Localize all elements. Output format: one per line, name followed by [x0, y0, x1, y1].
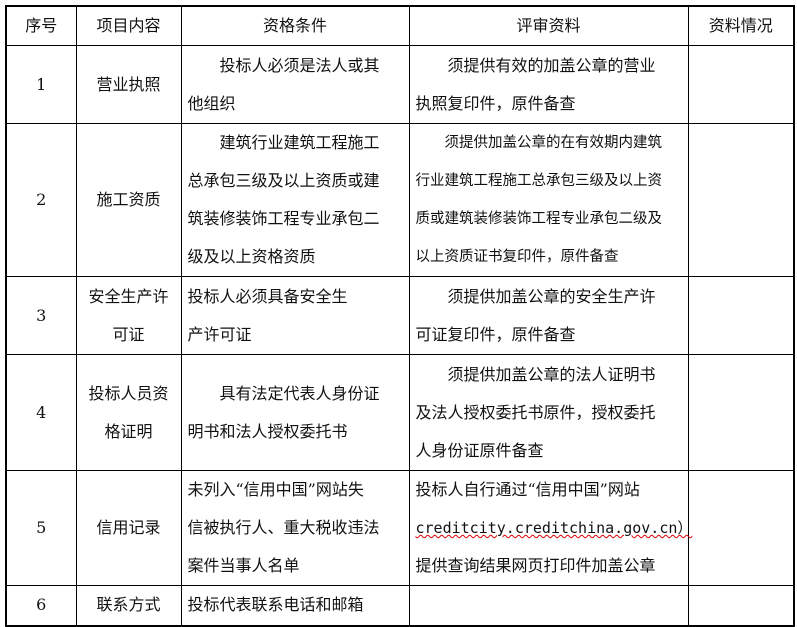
table-row: 5 信用记录 未列入“信用中国”网站失 信被执行人、重大税收违法 案件当事人名单 投标人自… — [5, 470, 795, 586]
cell-no: 4 — [5, 354, 77, 471]
table-row: 2 施工资质 建筑行业建筑工程施工 总承包三级及以上资质或建 筑装修装饰工程专业承包二级… — [5, 123, 795, 277]
cell-item: 投标人员资 格证明 — [75, 354, 182, 471]
cell-line: 可证 — [112, 324, 145, 344]
cell-line: 建筑行业建筑工程施工 — [219, 133, 380, 152]
cell-no: 6 — [5, 585, 77, 626]
cell-no: 1 — [5, 45, 77, 124]
cell-line: 质或建筑装修装饰工程专业承包二级及 — [415, 211, 663, 227]
header-review: 评审资料 — [408, 5, 689, 46]
cell-no: 2 — [5, 123, 77, 277]
cell-line: 投标代表联系电话和邮箱 — [187, 595, 364, 615]
cell-status — [687, 354, 795, 471]
table-row: 6 联系方式 投标代表联系电话和邮箱 — [5, 585, 795, 626]
cell-item: 安全生产许 可证 — [75, 276, 182, 355]
cell-line: 信用记录 — [96, 518, 161, 537]
cell-line: 信被执行人、重大税收违法 — [187, 518, 380, 537]
cell-line: 筑装修装饰工程专业承包二 — [187, 209, 380, 228]
cell-line: 行业建筑工程施工总承包三级及以上资 — [415, 173, 663, 189]
cell-line: 营业执照 — [96, 74, 161, 94]
cell-status — [687, 45, 795, 124]
cell-line: 具有法定代表人身份证 — [219, 383, 380, 403]
cell-condition: 投标人必须是法人或其他组织 — [180, 45, 410, 124]
cell-line: 以上资质证书复印件，原件备查 — [415, 249, 619, 265]
cell-status — [687, 276, 795, 355]
cell-condition: 具有法定代表人身份证明书和法人授权委托书 — [180, 354, 410, 471]
cell-line: 须提供加盖公章的安全生产许 — [447, 286, 656, 306]
cell-line: 施工资质 — [96, 190, 161, 209]
cell-condition: 投标人必须具备安全生 产许可证 — [180, 276, 410, 355]
header-no: 序号 — [5, 5, 77, 46]
cell-line: creditcity.creditchina.gov.cn） — [415, 519, 693, 537]
cell-line: 投标人必须是法人或其 — [219, 55, 380, 75]
cell-line: 格证明 — [104, 421, 153, 441]
cell-line: 可证复印件，原件备查 — [415, 324, 576, 344]
cell-condition: 投标代表联系电话和邮箱 — [180, 585, 410, 626]
cell-line: 提供查询结果网页打印件加盖公章 — [415, 556, 656, 575]
cell-line: 人身份证原件备查 — [415, 440, 544, 460]
cell-line: 投标人必须具备安全生 — [187, 286, 348, 306]
header-condition: 资格条件 — [180, 5, 410, 46]
cell-no: 5 — [5, 470, 77, 586]
cell-line: 须提供加盖公章的法人证明书 — [447, 364, 656, 384]
cell-review: 须提供加盖公章的安全生产许可证复印件，原件备查 — [408, 276, 689, 355]
cell-status — [687, 585, 795, 626]
cell-line: 投标人员资 — [88, 383, 169, 403]
cell-line: 总承包三级及以上资质或建 — [187, 171, 380, 190]
cell-line: 未列入“信用中国”网站失 — [187, 480, 364, 499]
cell-status — [687, 470, 795, 586]
cell-line: 安全生产许 — [88, 286, 169, 306]
cell-review: 须提供加盖公章的在有效期内建筑行业建筑工程施工总承包三级及以上资 质或建筑装修装饰… — [408, 123, 689, 277]
cell-review: 须提供加盖公章的法人证明书及法人授权委托书原件，授权委托 人身份证原件备查 — [408, 354, 689, 471]
cell-no: 3 — [5, 276, 77, 355]
header-status: 资料情况 — [687, 5, 795, 46]
cell-line: 须提供有效的加盖公章的营业 — [447, 55, 656, 75]
cell-review: 须提供有效的加盖公章的营业执照复印件，原件备查 — [408, 45, 689, 124]
qualification-table: 序号 项目内容 资格条件 评审资料 资料情况 1 营业执照 投标人必须是法人或其 他组… — [5, 5, 795, 627]
cell-line: 级及以上资格资质 — [187, 247, 316, 266]
cell-review: 投标人自行通过“信用中国”网站 creditcity.creditchina.go… — [408, 470, 693, 586]
cell-item: 施工资质 — [75, 123, 182, 277]
cell-status — [687, 123, 795, 277]
cell-item: 信用记录 — [75, 470, 182, 586]
table-row: 4 投标人员资 格证明 具有法定代表人身份证 明书和法人授权委托书 须提供加盖公章的法人证… — [5, 354, 795, 471]
cell-line: 联系方式 — [96, 595, 161, 615]
cell-line: 产许可证 — [187, 324, 252, 344]
header-row: 序号 项目内容 资格条件 评审资料 资料情况 — [5, 5, 795, 46]
cell-review — [408, 585, 689, 626]
cell-condition: 建筑行业建筑工程施工总承包三级及以上资质或建 筑装修装饰工程专业承包二 级及以上资格… — [180, 123, 410, 277]
header-item: 项目内容 — [75, 5, 182, 46]
cell-line: 投标人自行通过“信用中国”网站 — [415, 480, 640, 499]
cell-line: 明书和法人授权委托书 — [187, 421, 348, 441]
table-row: 1 营业执照 投标人必须是法人或其 他组织 须提供有效的加盖公章的营业 执照复印件，原件备… — [5, 45, 795, 124]
cell-item: 联系方式 — [75, 585, 182, 626]
cell-item: 营业执照 — [75, 45, 182, 124]
cell-line: 执照复印件，原件备查 — [415, 93, 576, 113]
table-row: 3 安全生产许 可证 投标人必须具备安全生 产许可证 须提供加盖公章的安全生产许 可证复印件… — [5, 276, 795, 355]
cell-condition: 未列入“信用中国”网站失 信被执行人、重大税收违法 案件当事人名单 — [180, 470, 410, 586]
cell-line: 他组织 — [187, 93, 236, 113]
cell-line: 须提供加盖公章的在有效期内建筑 — [444, 135, 663, 151]
cell-line: 及法人授权委托书原件，授权委托 — [415, 402, 656, 422]
cell-line: 案件当事人名单 — [187, 556, 300, 575]
